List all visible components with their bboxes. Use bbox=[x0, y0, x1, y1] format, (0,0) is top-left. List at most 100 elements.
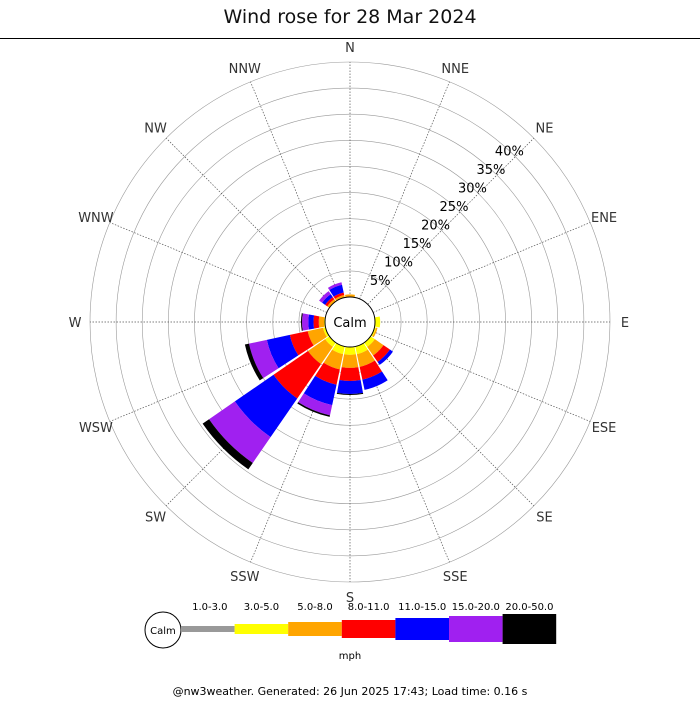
direction-spokes bbox=[90, 62, 610, 582]
direction-label-ese: ESE bbox=[592, 421, 617, 436]
petal-nw-bin-4 bbox=[322, 294, 333, 305]
petal-s-bin-6 bbox=[336, 392, 364, 396]
legend-bar-1 bbox=[234, 624, 289, 634]
petal-nnw-bin-2 bbox=[335, 295, 345, 302]
petal-nw-bin-3 bbox=[325, 297, 335, 307]
petal-se-bin-4 bbox=[377, 349, 393, 365]
radial-tick-label: 30% bbox=[458, 182, 487, 197]
petal-se-bin-3 bbox=[373, 345, 390, 362]
petal-ssw-bin-4 bbox=[303, 375, 337, 406]
petal-s-bin-1 bbox=[344, 346, 356, 355]
petal-wsw-bin-5 bbox=[248, 339, 279, 379]
wind-petals bbox=[202, 282, 393, 470]
direction-label-w: W bbox=[69, 316, 82, 331]
direction-label-sse: SSE bbox=[443, 570, 468, 585]
spoke-ese bbox=[372, 331, 591, 422]
petal-sw-bin-2 bbox=[307, 339, 333, 365]
legend-bar-0 bbox=[181, 626, 235, 632]
petal-se-bin-2 bbox=[367, 339, 384, 356]
petal-sw-bin-5 bbox=[209, 401, 271, 463]
footer-text: @nw3weather. Generated: 26 Jun 2025 17:4… bbox=[173, 685, 528, 698]
petal-wsw-bin-4 bbox=[266, 334, 299, 369]
petal-s-bin-3 bbox=[339, 367, 361, 381]
petal-w-bin-5 bbox=[302, 313, 309, 331]
petal-sse-bin-3 bbox=[359, 360, 383, 380]
legend-unit: mph bbox=[339, 651, 361, 662]
petal-ssw-bin-5 bbox=[298, 393, 333, 416]
petal-sw-bin-1 bbox=[325, 336, 336, 347]
petal-nnw-bin-5 bbox=[327, 282, 343, 291]
legend-label-0: 1.0-3.0 bbox=[192, 602, 227, 613]
radial-tick-label: 5% bbox=[370, 274, 391, 289]
direction-label-wsw: WSW bbox=[79, 421, 113, 436]
legend-label-3: 8.0-11.0 bbox=[348, 602, 390, 613]
radial-tick-label: 15% bbox=[403, 237, 432, 252]
petal-wsw-bin-2 bbox=[307, 327, 327, 346]
direction-label-e: E bbox=[621, 316, 629, 331]
direction-label-se: SE bbox=[536, 510, 552, 525]
petal-sse-bin-2 bbox=[356, 349, 375, 367]
radial-tick-label: 10% bbox=[384, 255, 413, 270]
petal-sse-bin-4 bbox=[362, 371, 388, 390]
direction-labels: N NNE NE ENE E ESE SE SSE S SSW SW WSW W WNW NW NNW bbox=[69, 41, 630, 606]
legend-bar-4 bbox=[395, 618, 449, 640]
petal-sw-bin-3 bbox=[273, 351, 321, 399]
petal-ssw-bin-6 bbox=[297, 402, 330, 417]
calm-label: Calm bbox=[333, 316, 366, 331]
direction-label-ssw: SSW bbox=[230, 570, 260, 585]
petal-nw-bin-5 bbox=[319, 291, 331, 303]
legend-bar-2 bbox=[288, 622, 342, 636]
petal-nnw-bin-4 bbox=[329, 284, 344, 297]
calm-center: Calm bbox=[324, 296, 376, 348]
legend-bar-5 bbox=[449, 616, 503, 642]
petal-s-bin-4 bbox=[337, 379, 363, 395]
radial-tick-label: 20% bbox=[421, 218, 450, 233]
spoke-nne bbox=[359, 81, 450, 300]
grid-circle bbox=[141, 113, 559, 531]
petal-w-bin-2 bbox=[318, 316, 325, 328]
direction-label-wnw: WNW bbox=[78, 211, 114, 226]
direction-label-ene: ENE bbox=[591, 211, 617, 226]
grid-circle bbox=[115, 87, 585, 557]
spoke-wnw bbox=[109, 222, 328, 313]
petal-ese-bin-2 bbox=[372, 327, 378, 338]
radial-tick-label: 40% bbox=[495, 145, 524, 160]
petal-s-bin-2 bbox=[341, 354, 359, 368]
petal-wsw-bin-6 bbox=[244, 343, 264, 381]
petal-wsw-bin-1 bbox=[323, 327, 330, 337]
petal-w-bin-4 bbox=[308, 314, 315, 330]
legend-label-6: 20.0-50.0 bbox=[505, 602, 553, 613]
grid-circle bbox=[194, 166, 506, 478]
petal-nnw-bin-3 bbox=[333, 292, 345, 299]
direction-label-sw: SW bbox=[145, 510, 166, 525]
radial-tick-label: 25% bbox=[440, 200, 469, 215]
petal-ssw-bin-2 bbox=[323, 349, 344, 370]
radial-tick-label: 35% bbox=[476, 163, 505, 178]
legend-label-5: 15.0-20.0 bbox=[452, 602, 500, 613]
spoke-ne bbox=[367, 137, 535, 305]
legend-label-2: 5.0-8.0 bbox=[297, 602, 332, 613]
legend-label-4: 11.0-15.0 bbox=[398, 602, 446, 613]
petal-sw-bin-4 bbox=[234, 374, 298, 438]
legend-label-1: 3.0-5.0 bbox=[244, 602, 279, 613]
petal-se-bin-1 bbox=[364, 336, 375, 347]
direction-label-nnw: NNW bbox=[229, 62, 261, 77]
spoke-ene bbox=[372, 222, 591, 313]
petal-e-bin-1 bbox=[374, 316, 381, 328]
spoke-nw bbox=[165, 137, 333, 305]
petal-ssw-bin-3 bbox=[315, 362, 340, 385]
direction-label-s: S bbox=[346, 591, 354, 606]
chart-title: Wind rose for 28 Mar 2024 bbox=[223, 6, 476, 28]
petal-w-bin-3 bbox=[313, 315, 320, 329]
title-divider bbox=[0, 38, 700, 39]
legend-calm-label: Calm bbox=[150, 626, 176, 637]
petal-nw-bin-2 bbox=[327, 299, 336, 308]
spoke-nnw bbox=[250, 81, 341, 300]
petal-sw-bin-6 bbox=[202, 419, 253, 470]
petal-wsw-bin-3 bbox=[289, 331, 314, 356]
direction-label-ne: NE bbox=[535, 122, 553, 137]
legend-bar-3 bbox=[341, 620, 396, 638]
calm-circle bbox=[324, 296, 376, 348]
